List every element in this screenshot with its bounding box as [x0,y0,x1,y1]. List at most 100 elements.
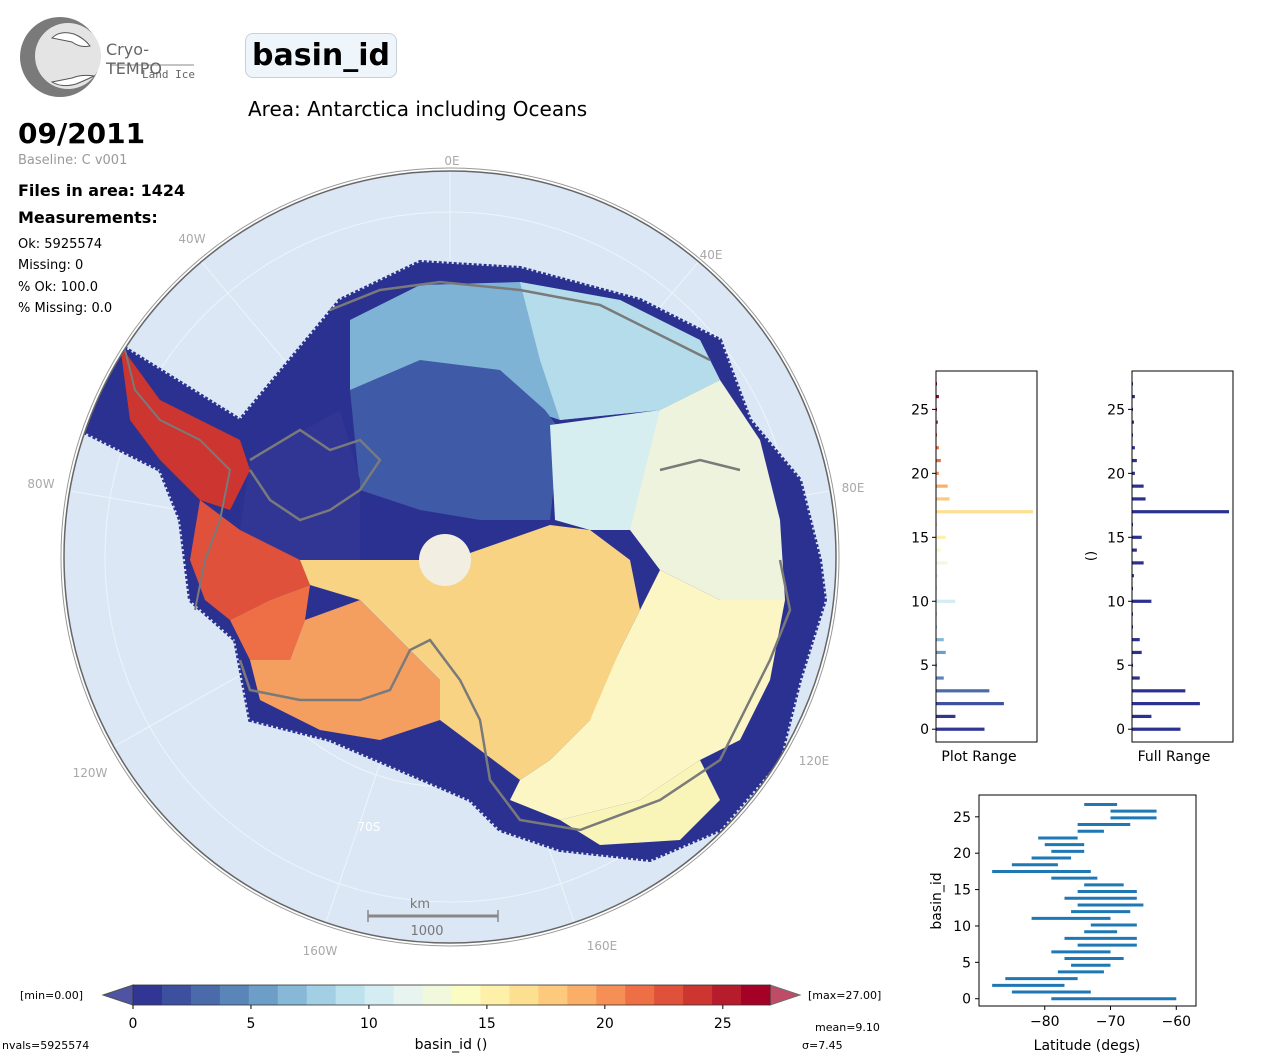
colorbar-segment [190,985,221,1005]
logo-subtext: Land Ice [142,68,195,81]
lat-ytick-label: 10 [953,919,971,935]
lon-label-160e: 160E [587,939,618,953]
colorbar-segment [567,985,597,1005]
hist-bar [1132,638,1140,642]
hist-bar [936,574,938,578]
hist-bar [936,638,944,642]
hist-tick-label: 20 [1107,466,1125,482]
date-label: 09/2011 [18,117,146,150]
colorbar-segment [422,985,452,1005]
colorbar-label: basin_id () [415,1037,488,1053]
lat-label-70s: 70S [358,820,381,834]
hist-tick-label: 15 [911,530,929,546]
pole-hole [419,534,471,586]
hist-bar [1132,394,1135,399]
lon-label-120e: 120E [799,754,830,768]
colorbar-segment [451,985,481,1005]
colorbar-segment [393,985,424,1005]
colorbar-segments [133,985,771,1005]
hist-tick-label: 5 [920,658,929,674]
colorbar-segment [509,985,539,1005]
lon-label-120w: 120W [73,766,108,780]
hist-tick-label: 10 [1107,594,1125,610]
lat-plot-xlabel: Latitude (degs) [1034,1038,1141,1054]
stat-pct-ok: % Ok: 100.0 [18,280,98,295]
colorbar-segment [625,985,655,1005]
hist-bar [936,689,990,693]
hist-plot-range: 0 5 10 15 20 25 Plot Range [911,370,1038,765]
basin-east-mid [520,282,720,420]
area-subtitle: Area: Antarctica including Oceans [248,97,588,121]
logo-icon [20,17,194,97]
hist-bar [936,420,938,424]
basin-red-orange [190,500,310,620]
hist-bar [936,471,939,475]
colorbar-tick-label: 5 [247,1016,256,1032]
stat-ok: Ok: 5925574 [18,237,103,252]
cryo-tempo-logo: Cryo-TEMPO Land Ice [18,16,203,100]
map-frame [63,170,837,944]
scale-value: 1000 [410,924,443,939]
hist-bar [1132,497,1146,501]
hist-tick-label: 25 [1107,402,1125,418]
hist-bar [1132,471,1135,475]
peninsula-coast [124,349,232,611]
colorbar-tick-label: 10 [360,1016,378,1032]
lat-xtick-label: −80 [1030,1014,1060,1030]
basin-peninsula-red [120,345,250,510]
hist-bar [936,727,985,731]
lon-label-40e: 40E [700,248,723,262]
hist-bar [936,561,948,565]
colorbar-segment [712,985,742,1005]
hist-bar [936,446,939,450]
colorbar-tick-label: 15 [478,1016,496,1032]
hist-bar [936,702,1004,706]
colorbar-segment [248,985,279,1005]
files-count: Files in area: 1424 [18,181,186,200]
lon-label-160w: 160W [303,944,338,958]
lon-label-40w: 40W [178,232,205,246]
colorbar-tick-label: 20 [596,1016,614,1032]
lat-ytick-label: 25 [953,810,971,826]
hist-bar [1132,446,1135,450]
basin-east-yellow [510,570,785,820]
hist-full-range-ylabel: () [1084,551,1099,561]
hist-bar [1132,574,1134,578]
lon-label-80e: 80E [842,481,865,495]
hist-bar [1132,420,1134,424]
hist-bar [1132,702,1200,706]
colorbar-segment [364,985,395,1005]
hist-bar [1132,689,1186,693]
colorbar-ticks: 0 5 10 15 20 25 [129,1005,732,1032]
stat-nvals: nvals=5925574 [2,1039,89,1052]
hist-bar [1132,727,1181,731]
lat-xtick-label: −60 [1161,1014,1191,1030]
colorbar-min-arrow [101,984,134,1006]
hist-bar [1132,650,1142,655]
lon-label-80w: 80W [27,477,54,491]
measurements-heading: Measurements: [18,208,158,227]
scale-unit: km [410,897,430,912]
baseline-label: Baseline: C v001 [18,153,128,168]
hist-tick-label: 25 [911,402,929,418]
basin-ross-sand [300,525,640,780]
hist-bar [936,497,950,501]
colorbar-segment [277,985,308,1005]
hist-tick-label: 0 [920,722,929,738]
hist-bar [1132,676,1140,680]
hist-bar [936,676,944,680]
polar-map: 0E 40E 80E 120E 160E 160W 120W 80W 40W 7… [27,154,865,958]
hist-bar [936,458,941,463]
hist-bar [936,394,939,399]
lat-ytick-label: 5 [962,955,971,971]
colorbar-segment [133,985,163,1005]
basin-pale-east [630,380,785,600]
variable-title: basin_id [245,33,397,78]
hist-bar [936,650,946,655]
lat-plot-ylabel: basin_id [929,872,945,929]
basin-west-navy [240,410,360,560]
hist-bar [1132,599,1152,603]
colorbar-tick-label: 25 [714,1016,732,1032]
colorbar-segment [538,985,568,1005]
stat-missing: Missing: 0 [18,258,84,273]
